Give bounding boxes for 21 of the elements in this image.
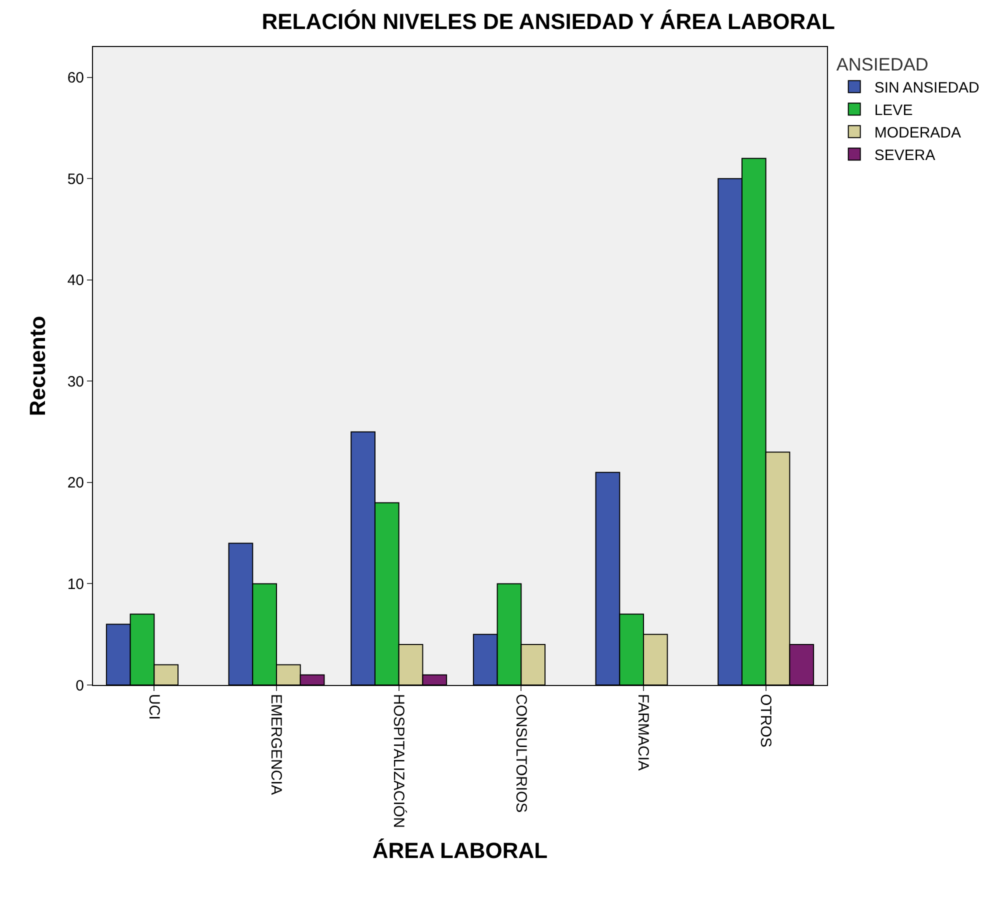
chart-title: RELACIÓN NIVELES DE ANSIEDAD Y ÁREA LABORAL: [262, 9, 835, 34]
legend-label: SIN ANSIEDAD: [874, 80, 980, 96]
y-tick-label: 10: [67, 576, 84, 593]
legend-label: MODERADA: [874, 124, 962, 142]
legend-label: LEVE: [874, 102, 913, 119]
y-tick-label: 40: [67, 272, 84, 290]
y-tick-label: 20: [67, 474, 84, 492]
y-tick-label: 0: [76, 677, 84, 694]
legend-label: SEVERA: [874, 147, 936, 164]
x-tick-label: CONSULTORIOS: [512, 694, 530, 813]
y-tick-label: 30: [67, 373, 84, 390]
x-axis-title: ÁREA LABORAL: [372, 838, 548, 863]
x-tick-label: UCI: [145, 694, 162, 720]
y-tick-label: 50: [67, 170, 84, 188]
x-tick-label: HOSPITALIZACIÓN: [390, 694, 408, 828]
x-tick-label: FARMACIA: [634, 694, 652, 771]
x-tick-label: OTROS: [756, 694, 774, 748]
legend-title: ANSIEDAD: [836, 54, 928, 74]
x-tick-label: EMERGENCIA: [268, 694, 285, 795]
y-tick-label: 60: [67, 70, 84, 87]
y-axis-title: Recuento: [25, 316, 50, 416]
